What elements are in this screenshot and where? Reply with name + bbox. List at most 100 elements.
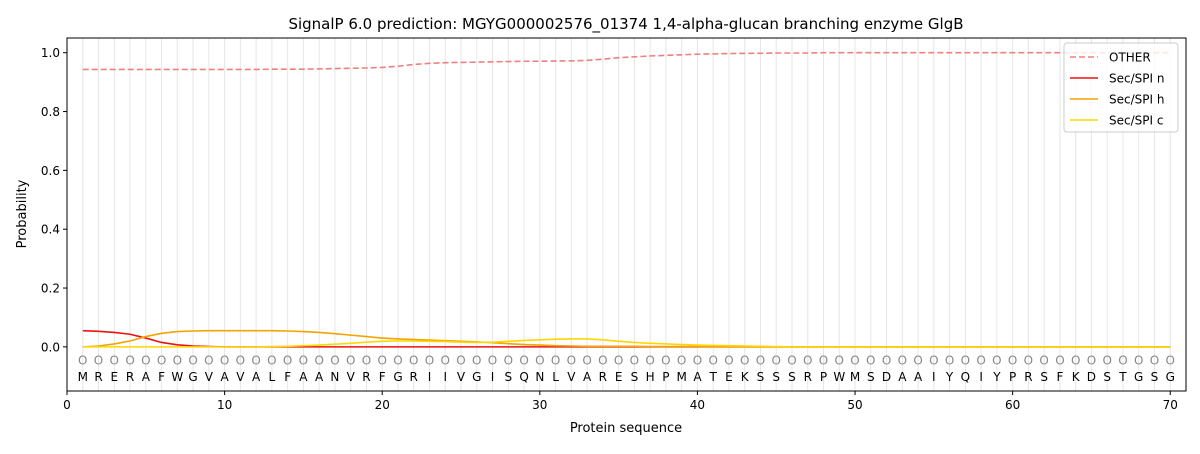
series-line [82, 51, 1171, 71]
region-marker: O [472, 354, 481, 368]
region-marker: O [157, 354, 166, 368]
region-marker: O [708, 354, 717, 368]
residue-label: R [126, 370, 134, 384]
region-marker: O [850, 354, 859, 368]
region-marker: O [441, 354, 450, 368]
residue-label: Q [961, 370, 970, 384]
region-marker: O [976, 354, 985, 368]
residue-label: R [94, 370, 102, 384]
region-marker: O [204, 354, 213, 368]
residue-label: Q [519, 370, 528, 384]
y-axis: 0.0 0.2 0.4 0.6 0.8 1.0 [41, 46, 67, 354]
residue-label: L [269, 370, 276, 384]
region-marker: O [630, 354, 639, 368]
legend-box [1063, 42, 1179, 133]
residue-label: I [428, 370, 432, 384]
region-marker: O [614, 354, 623, 368]
residue-label: S [1040, 370, 1048, 384]
x-tick-label: 60 [1005, 398, 1020, 412]
legend-label: Sec/SPI c [1109, 114, 1163, 128]
series-layer [82, 51, 1171, 348]
legend-label: Sec/SPI n [1109, 72, 1164, 86]
region-marker: O [787, 354, 796, 368]
residue-label: N [535, 370, 544, 384]
x-axis: 0 10 20 30 40 50 60 70 [63, 391, 1178, 412]
region-marker: O [913, 354, 922, 368]
plot-frame [66, 37, 1187, 392]
y-tick-label: 0.2 [41, 282, 60, 296]
residue-label: W [833, 370, 845, 384]
residue-label: L [552, 370, 559, 384]
region-marker: O [551, 354, 560, 368]
region-marker: O [1055, 354, 1064, 368]
region-marker: O [141, 354, 150, 368]
region-marker: O [645, 354, 654, 368]
y-tick-label: 0.6 [41, 164, 60, 178]
region-marker: O [251, 354, 260, 368]
region-marker: O [299, 354, 308, 368]
region-marker: O [898, 354, 907, 368]
region-marker: O [377, 354, 386, 368]
residue-label: P [1009, 370, 1016, 384]
residue-label: S [1103, 370, 1111, 384]
region-marker: O [267, 354, 276, 368]
residue-label: E [615, 370, 623, 384]
x-axis-label: Protein sequence [570, 421, 682, 436]
region-marker: O [598, 354, 607, 368]
residue-label: M [676, 370, 686, 384]
region-marker: O [740, 354, 749, 368]
region-marker: O [94, 354, 103, 368]
region-marker: O [693, 354, 702, 368]
region-marker: O [1039, 354, 1048, 368]
region-marker: O [1118, 354, 1127, 368]
residue-label: Y [945, 370, 954, 384]
region-marker: O [582, 354, 591, 368]
region-marker: O [314, 354, 323, 368]
residue-label: I [932, 370, 936, 384]
residue-label: F [158, 370, 165, 384]
residue-label: A [583, 370, 592, 384]
residue-label: E [725, 370, 733, 384]
legend-label: OTHER [1109, 51, 1151, 65]
residue-label: G [1166, 370, 1175, 384]
residue-label: Y [992, 370, 1001, 384]
residue-label: F [284, 370, 291, 384]
residue-label: R [362, 370, 370, 384]
residue-label: T [1118, 370, 1127, 384]
region-marker: O [393, 354, 402, 368]
x-tick-label: 20 [375, 398, 390, 412]
residue-label: S [788, 370, 796, 384]
region-marker: O [677, 354, 686, 368]
region-marker: O [456, 354, 465, 368]
region-marker: O [803, 354, 812, 368]
residue-label: M [850, 370, 860, 384]
region-marker: O [346, 354, 355, 368]
residue-label: A [315, 370, 324, 384]
residue-label: A [693, 370, 702, 384]
sequence-layer: OMOROEOROAOFOWOGOVOAOVOAOLOFOAOAONOVOROF… [78, 354, 1175, 384]
residue-label: K [741, 370, 750, 384]
region-marker: O [866, 354, 875, 368]
region-marker: O [125, 354, 134, 368]
grid-layer [82, 38, 1171, 391]
region-marker: O [835, 354, 844, 368]
residue-label: P [662, 370, 669, 384]
residue-label: R [410, 370, 418, 384]
x-tick-label: 50 [847, 398, 862, 412]
residue-label: T [709, 370, 718, 384]
residue-label: S [631, 370, 639, 384]
residue-label: A [142, 370, 151, 384]
residue-label: V [205, 370, 214, 384]
residue-label: V [236, 370, 245, 384]
region-marker: O [724, 354, 733, 368]
region-marker: O [961, 354, 970, 368]
residue-label: G [472, 370, 481, 384]
region-marker: O [661, 354, 670, 368]
region-marker: O [929, 354, 938, 368]
residue-label: A [220, 370, 229, 384]
residue-label: S [1151, 370, 1159, 384]
residue-label: N [330, 370, 339, 384]
residue-label: K [1072, 370, 1081, 384]
